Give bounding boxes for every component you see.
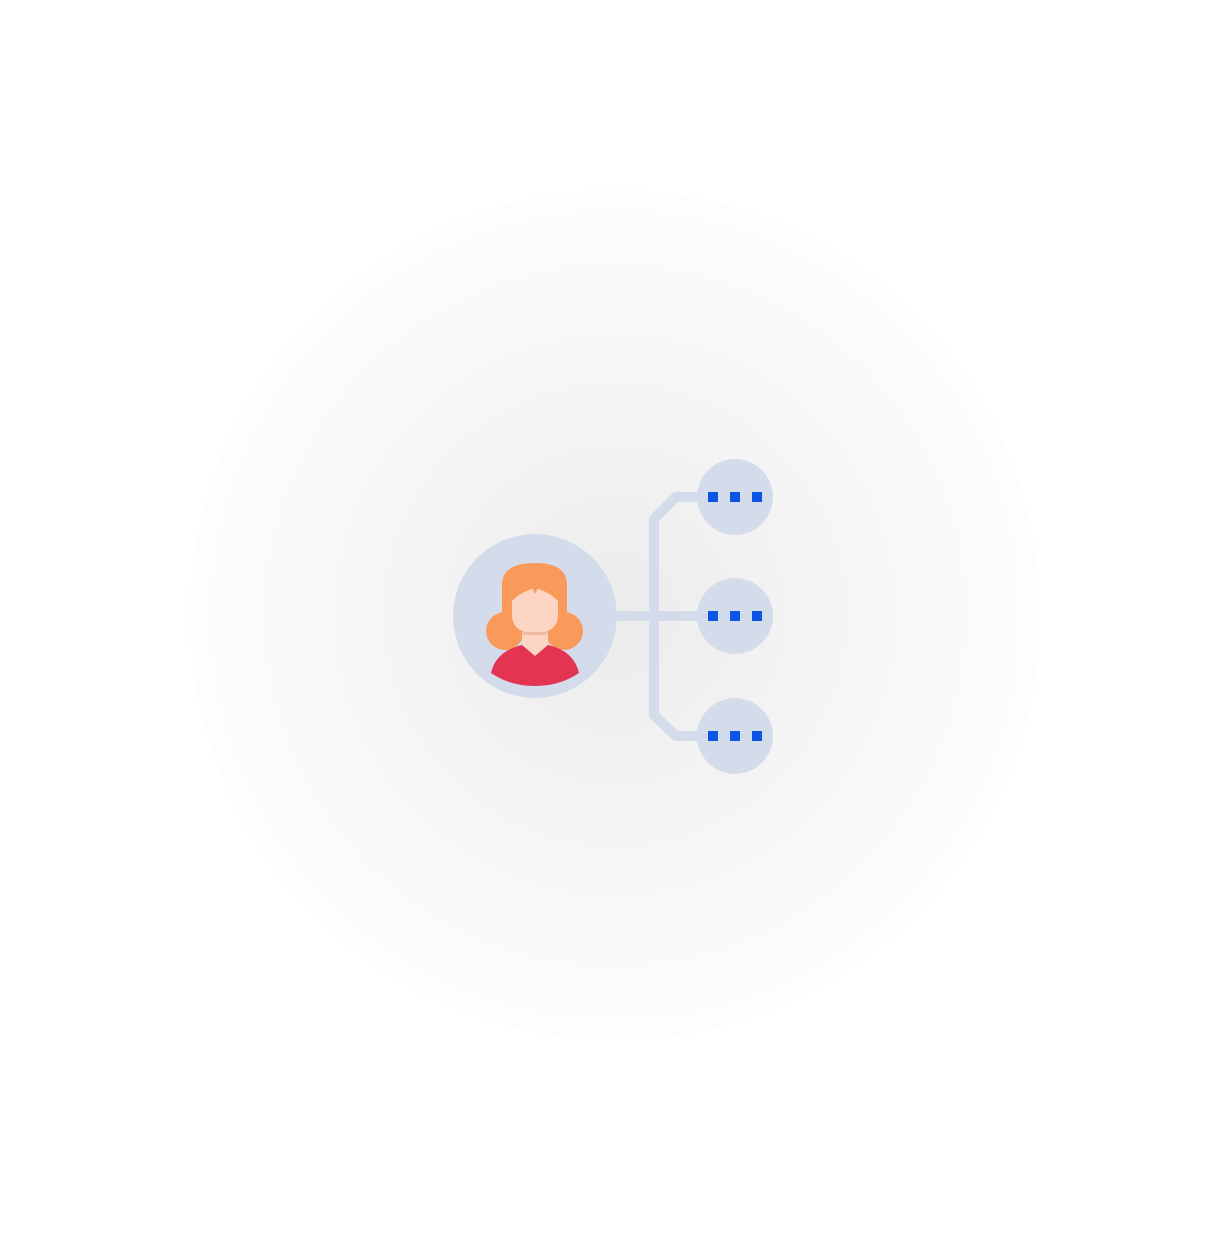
- ellipsis-icon: [708, 492, 762, 502]
- branch-connector-top: [649, 492, 700, 616]
- branch-node-1: [697, 459, 773, 535]
- branch-connector-bottom: [649, 616, 700, 741]
- ellipsis-icon: [708, 611, 762, 621]
- person-node: [453, 534, 617, 698]
- ellipsis-icon: [708, 731, 762, 741]
- branch-node-2: [697, 578, 773, 654]
- woman-avatar-icon: [486, 563, 583, 686]
- branch-node-3: [697, 698, 773, 774]
- connector-lines: [612, 492, 700, 741]
